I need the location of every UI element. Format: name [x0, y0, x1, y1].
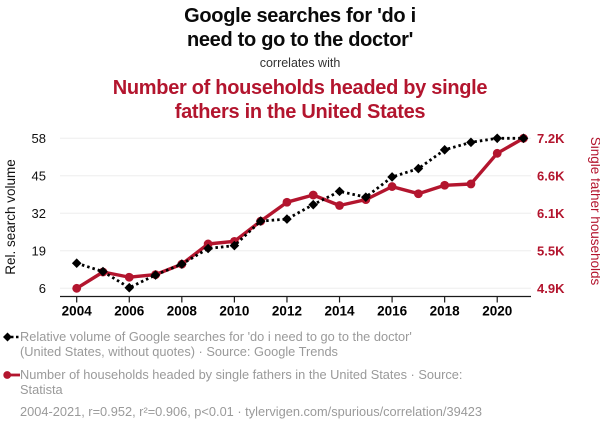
data-point-circle	[387, 182, 397, 191]
legend-item-searches: Relative volume of Google searches for '…	[3, 329, 594, 359]
title-single-fathers: Number of households headed by single fa…	[0, 76, 600, 124]
x-tick-label: 2008	[167, 304, 198, 319]
data-point-diamond	[466, 137, 476, 148]
diamond-dashed-marker-icon	[3, 332, 20, 342]
x-tick-label: 2006	[114, 304, 145, 319]
y-tick-label-left: 45	[32, 168, 46, 183]
y-tick-label-left: 6	[39, 281, 46, 296]
data-point-diamond	[71, 258, 82, 269]
legend-searches-line-1: Relative volume of Google searches for '…	[20, 329, 412, 344]
data-point-circle	[413, 189, 423, 199]
data-point-diamond	[518, 133, 529, 144]
legend-text-searches: Relative volume of Google searches for '…	[20, 329, 412, 359]
y-tick-label-left: 32	[32, 206, 46, 221]
data-point-diamond	[98, 266, 108, 277]
x-tick-label: 2010	[219, 304, 249, 319]
title-line-2: need to go to the doctor'	[186, 29, 414, 51]
data-point-diamond	[439, 145, 450, 155]
chart-header: Google searches for 'do i need to go to …	[0, 4, 600, 124]
data-point-diamond	[282, 214, 292, 224]
y-tick-label-right: 6.1K	[537, 206, 565, 221]
title-google-searches: Google searches for 'do i need to go to …	[0, 4, 600, 52]
x-tick-label: 2014	[325, 304, 356, 319]
circle-line-marker-icon	[3, 371, 20, 379]
x-tick-label: 2020	[482, 304, 512, 319]
data-point-circle	[492, 148, 502, 158]
title-line-1: Google searches for 'do i	[184, 5, 416, 27]
x-tick-label: 2016	[377, 304, 408, 319]
x-tick-label: 2004	[62, 304, 93, 319]
x-tick-label: 2018	[430, 304, 461, 319]
left-axis-title: Rel. search volume	[3, 159, 18, 275]
data-point-circle	[466, 179, 476, 189]
data-point-diamond	[308, 199, 319, 210]
data-point-diamond	[229, 240, 240, 251]
data-point-circle	[308, 190, 318, 200]
legend-households-line-2: Statista	[20, 382, 63, 397]
data-point-circle	[335, 201, 344, 210]
data-point-circle	[282, 197, 292, 207]
legend-text-households: Number of households headed by single fa…	[20, 367, 462, 397]
data-point-circle	[124, 272, 134, 282]
x-tick-label: 2012	[272, 304, 302, 319]
data-point-diamond	[361, 192, 371, 202]
y-tick-label-right: 5.5K	[537, 243, 565, 258]
chart-legend: Relative volume of Google searches for '…	[3, 329, 594, 419]
stats-line: 2004-2021, r=0.952, r²=0.906, p<0.01 · t…	[20, 404, 483, 419]
y-tick-label-right: 6.6K	[537, 168, 565, 183]
series-line-searches	[76, 136, 524, 290]
chart-plot: 6 4.9K 19 5.5K 32 6.1K 45 6.6K 58 7.2K 2004 2006 200…	[3, 131, 600, 319]
data-point-circle	[72, 283, 82, 293]
data-point-diamond	[387, 172, 397, 182]
y-tick-label-left: 19	[32, 243, 46, 258]
y-tick-label-right: 4.9K	[537, 281, 565, 296]
data-point-circle	[440, 180, 450, 190]
legend-searches-line-2: (United States, without quotes) · Source…	[20, 344, 338, 359]
correlates-with-label: correlates with	[259, 56, 341, 70]
subtitle-line-2: fathers in the United States	[174, 101, 426, 123]
data-point-diamond	[150, 270, 161, 280]
right-axis-title: Single father households	[588, 137, 600, 286]
y-tick-label-left: 58	[32, 131, 46, 146]
data-point-diamond	[334, 186, 345, 197]
data-point-diamond	[177, 259, 187, 269]
legend-item-households: Number of households headed by single fa…	[3, 367, 594, 397]
subtitle-line-1: Number of households headed by single	[112, 77, 488, 99]
data-point-diamond	[203, 243, 213, 254]
legend-households-line-1: Number of households headed by single fa…	[20, 367, 463, 382]
data-point-diamond	[492, 133, 503, 144]
y-tick-label-right: 7.2K	[537, 131, 565, 146]
data-point-diamond	[124, 282, 135, 293]
